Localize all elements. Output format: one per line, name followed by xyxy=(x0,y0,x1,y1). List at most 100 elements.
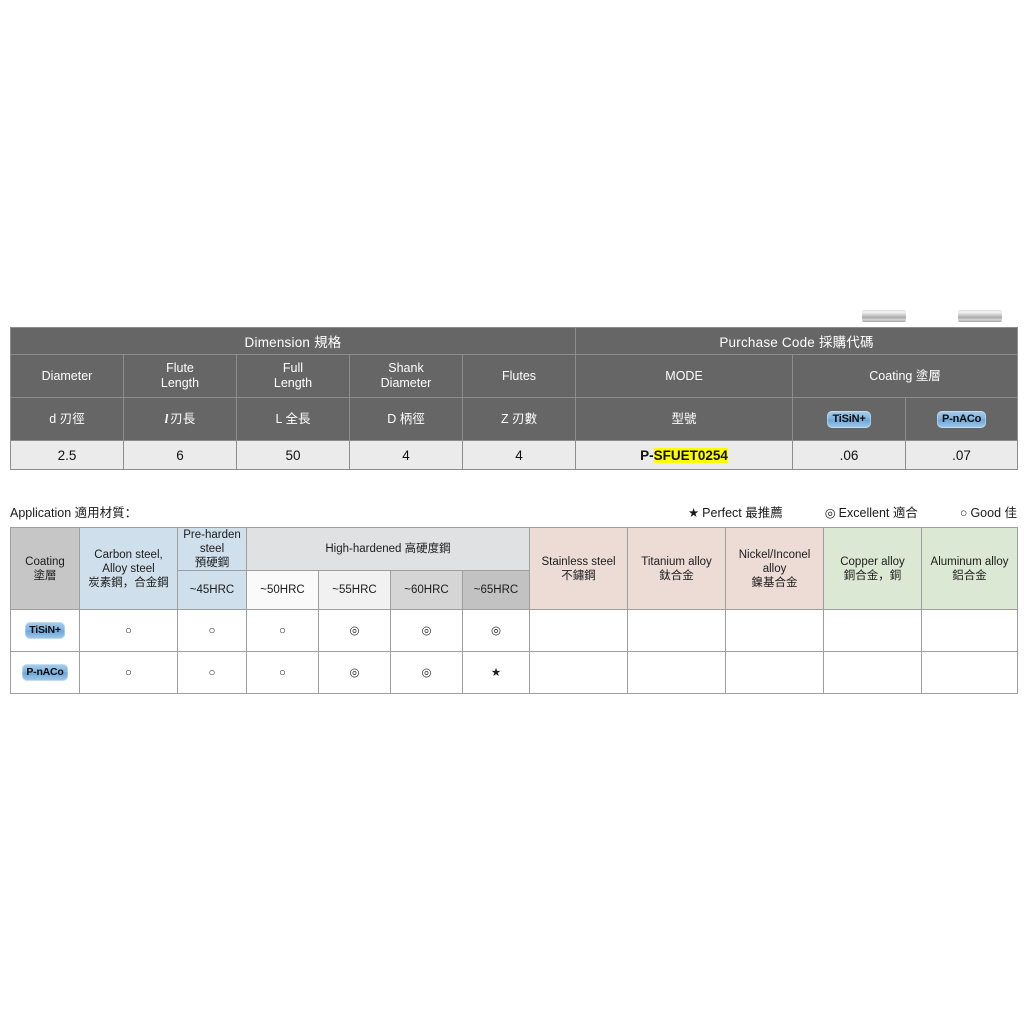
header-shank-diameter-zh: D 柄徑 xyxy=(349,397,463,441)
dimension-spec-table: Dimension 規格 Purchase Code 採購代碼 Diameter… xyxy=(9,327,1019,470)
header-full-length-line2: Length xyxy=(273,376,313,390)
table-row: TiSiN+ ○ ○ ○ ◎ ◎ ◎ xyxy=(10,609,1019,652)
cell-pnaco-copper xyxy=(823,651,923,694)
header-hrc-55: ~55HRC xyxy=(318,570,391,610)
header-stainless-steel: Stainless steel 不鏽鋼 xyxy=(529,527,629,610)
pnaco-coating-badge-icon: P-nACo xyxy=(936,410,987,428)
header-flute-length: Flute Length xyxy=(123,354,237,398)
row-coating-tisin: TiSiN+ xyxy=(10,609,80,652)
cell-pnaco-preharden: ○ xyxy=(177,651,247,694)
application-material-table: Coating 塗層 Carbon steel, Alloy steel 炭素鋼… xyxy=(10,527,1019,694)
header-hrc-60: ~60HRC xyxy=(390,570,463,610)
header-full-length: Full Length xyxy=(236,354,350,398)
tisin-coating-badge-icon: TiSiN+ xyxy=(827,410,871,428)
application-header-row-hrc: ~45HRC ~50HRC ~55HRC ~60HRC ~65HRC xyxy=(11,570,1018,610)
cell-tisin-stainless xyxy=(529,609,629,652)
dimension-zh-header-row: d 刃徑 l 刃長 L 全長 D 柄徑 Z 刃數 型號 TiSiN+ P-nACo xyxy=(10,397,1019,441)
cell-tisin-hrc55: ◎ xyxy=(318,609,391,652)
header-full-length-line1: Full xyxy=(282,361,304,375)
product-photo-remnant xyxy=(860,296,1010,328)
tool-shank-fragment xyxy=(862,310,906,322)
flute-length-symbol-icon: l xyxy=(164,411,169,426)
header-copper-alloy: Copper alloy 銅合金，銅 xyxy=(823,527,923,610)
header-hrc-45: ~45HRC xyxy=(177,570,247,610)
dimension-en-header-row: Diameter Flute Length Full Length Shank … xyxy=(10,354,1019,398)
header-carbon-zh: 炭素鋼，合金鋼 xyxy=(88,576,169,589)
legend-group: ★ Perfect 最推薦 ◎ Excellent 適合 ○ Good 佳 xyxy=(688,502,1017,521)
header-shank-diameter-line1: Shank xyxy=(388,361,424,375)
purchase-code-group-header: Purchase Code 採購代碼 xyxy=(575,327,1019,355)
tool-shank-fragment xyxy=(958,310,1002,322)
header-flutes-zh: Z 刃數 xyxy=(461,397,577,441)
header-titanium-en: Titanium alloy xyxy=(641,555,712,568)
application-header-row-top: Coating 塗層 Carbon steel, Alloy steel 炭素鋼… xyxy=(10,527,1019,610)
header-coating: Coating 塗層 xyxy=(792,354,1019,398)
header-carbon-en-1: Carbon steel, xyxy=(94,548,163,561)
header-titanium-alloy: Titanium alloy 鈦合金 xyxy=(627,527,727,610)
cell-pnaco-nickel xyxy=(725,651,825,694)
header-preharden-en: Pre-harden steel xyxy=(183,529,241,555)
cell-tisin-hrc60: ◎ xyxy=(390,609,463,652)
value-coating-pnaco-code: .07 xyxy=(905,440,1019,470)
header-preharden-zh: 預硬鋼 xyxy=(194,557,230,569)
circle-icon: ○ xyxy=(959,505,968,520)
cell-tisin-preharden: ○ xyxy=(177,609,247,652)
header-coating-zh: 塗層 xyxy=(33,569,57,582)
header-mode: MODE xyxy=(575,354,794,398)
header-coating-column: Coating 塗層 xyxy=(10,527,80,610)
cell-tisin-hrc65: ◎ xyxy=(461,609,531,652)
legend-excellent-text: Excellent 適合 xyxy=(838,505,918,520)
row-coating-pnaco: P-nACo xyxy=(10,651,80,694)
header-copper-zh: 銅合金，銅 xyxy=(843,569,902,582)
dimension-group-header: Dimension 規格 xyxy=(9,327,577,355)
header-shank-diameter-line2: Diameter xyxy=(380,376,432,390)
header-coating-tisin-badge-cell: TiSiN+ xyxy=(792,397,907,441)
header-stainless-zh: 不鏽鋼 xyxy=(561,569,596,582)
header-shank-diameter: Shank Diameter xyxy=(349,354,463,398)
header-copper-en: Copper alloy xyxy=(840,555,905,568)
value-full-length: 50 xyxy=(236,440,350,470)
table-row: P-nACo ○ ○ ○ ◎ ◎ ★ xyxy=(10,651,1019,694)
application-label: Application 適用材質： xyxy=(10,505,138,520)
mode-code-highlighted: SFUET0254 xyxy=(653,447,728,463)
header-coating-en: Coating xyxy=(25,555,65,568)
dimension-group-header-row: Dimension 規格 Purchase Code 採購代碼 xyxy=(9,327,1019,355)
legend-perfect: ★ Perfect 最推薦 xyxy=(688,502,783,521)
header-titanium-zh: 鈦合金 xyxy=(659,569,694,582)
double-circle-icon: ◎ xyxy=(824,505,836,520)
application-legend-bar: Application 適用材質： ★ Perfect 最推薦 ◎ Excellen… xyxy=(10,502,1017,520)
header-carbon-en-2: Alloy steel xyxy=(102,562,155,575)
cell-pnaco-titanium xyxy=(627,651,727,694)
cell-tisin-copper xyxy=(823,609,923,652)
cell-pnaco-hrc60: ◎ xyxy=(390,651,463,694)
value-shank-diameter: 4 xyxy=(349,440,463,470)
header-mode-zh: 型號 xyxy=(575,397,794,441)
header-nickel-inconel-alloy: Nickel/Inconel alloy 鎳基合金 xyxy=(725,527,825,610)
header-flute-length-line2: Length xyxy=(160,376,200,390)
cell-pnaco-hrc50: ○ xyxy=(246,651,319,694)
cell-tisin-carbon: ○ xyxy=(79,609,178,652)
header-carbon-steel: Carbon steel, Alloy steel 炭素鋼，合金鋼 xyxy=(79,527,178,610)
legend-perfect-text: Perfect 最推薦 xyxy=(702,505,783,520)
header-stainless-en: Stainless steel xyxy=(541,555,616,568)
header-preharden-steel: Pre-harden steel 預硬鋼 xyxy=(177,527,247,571)
header-flutes: Flutes xyxy=(461,354,577,398)
cell-pnaco-hrc55: ◎ xyxy=(318,651,391,694)
cell-pnaco-carbon: ○ xyxy=(79,651,178,694)
cell-tisin-nickel xyxy=(725,609,825,652)
header-aluminum-zh: 鋁合金 xyxy=(952,569,987,582)
header-aluminum-en: Aluminum alloy xyxy=(930,555,1009,568)
value-flute-length: 6 xyxy=(123,440,237,470)
dimension-value-row: 2.5 6 50 4 4 P-SFUET0254 .06 .07 xyxy=(10,440,1019,470)
value-diameter: 2.5 xyxy=(10,440,124,470)
header-flute-length-zh-text: 刃長 xyxy=(170,411,196,426)
header-diameter-zh: d 刃徑 xyxy=(10,397,124,441)
value-coating-tisin-code: .06 xyxy=(792,440,907,470)
star-icon: ★ xyxy=(687,505,700,520)
header-coating-pnaco-badge-cell: P-nACo xyxy=(905,397,1019,441)
header-nickel-zh: 鎳基合金 xyxy=(751,576,798,589)
mode-code-prefix: P- xyxy=(640,447,654,463)
legend-excellent: ◎ Excellent 適合 xyxy=(825,502,918,521)
value-flutes: 4 xyxy=(461,440,577,470)
pnaco-coating-badge-icon: P-nACo xyxy=(22,664,68,681)
